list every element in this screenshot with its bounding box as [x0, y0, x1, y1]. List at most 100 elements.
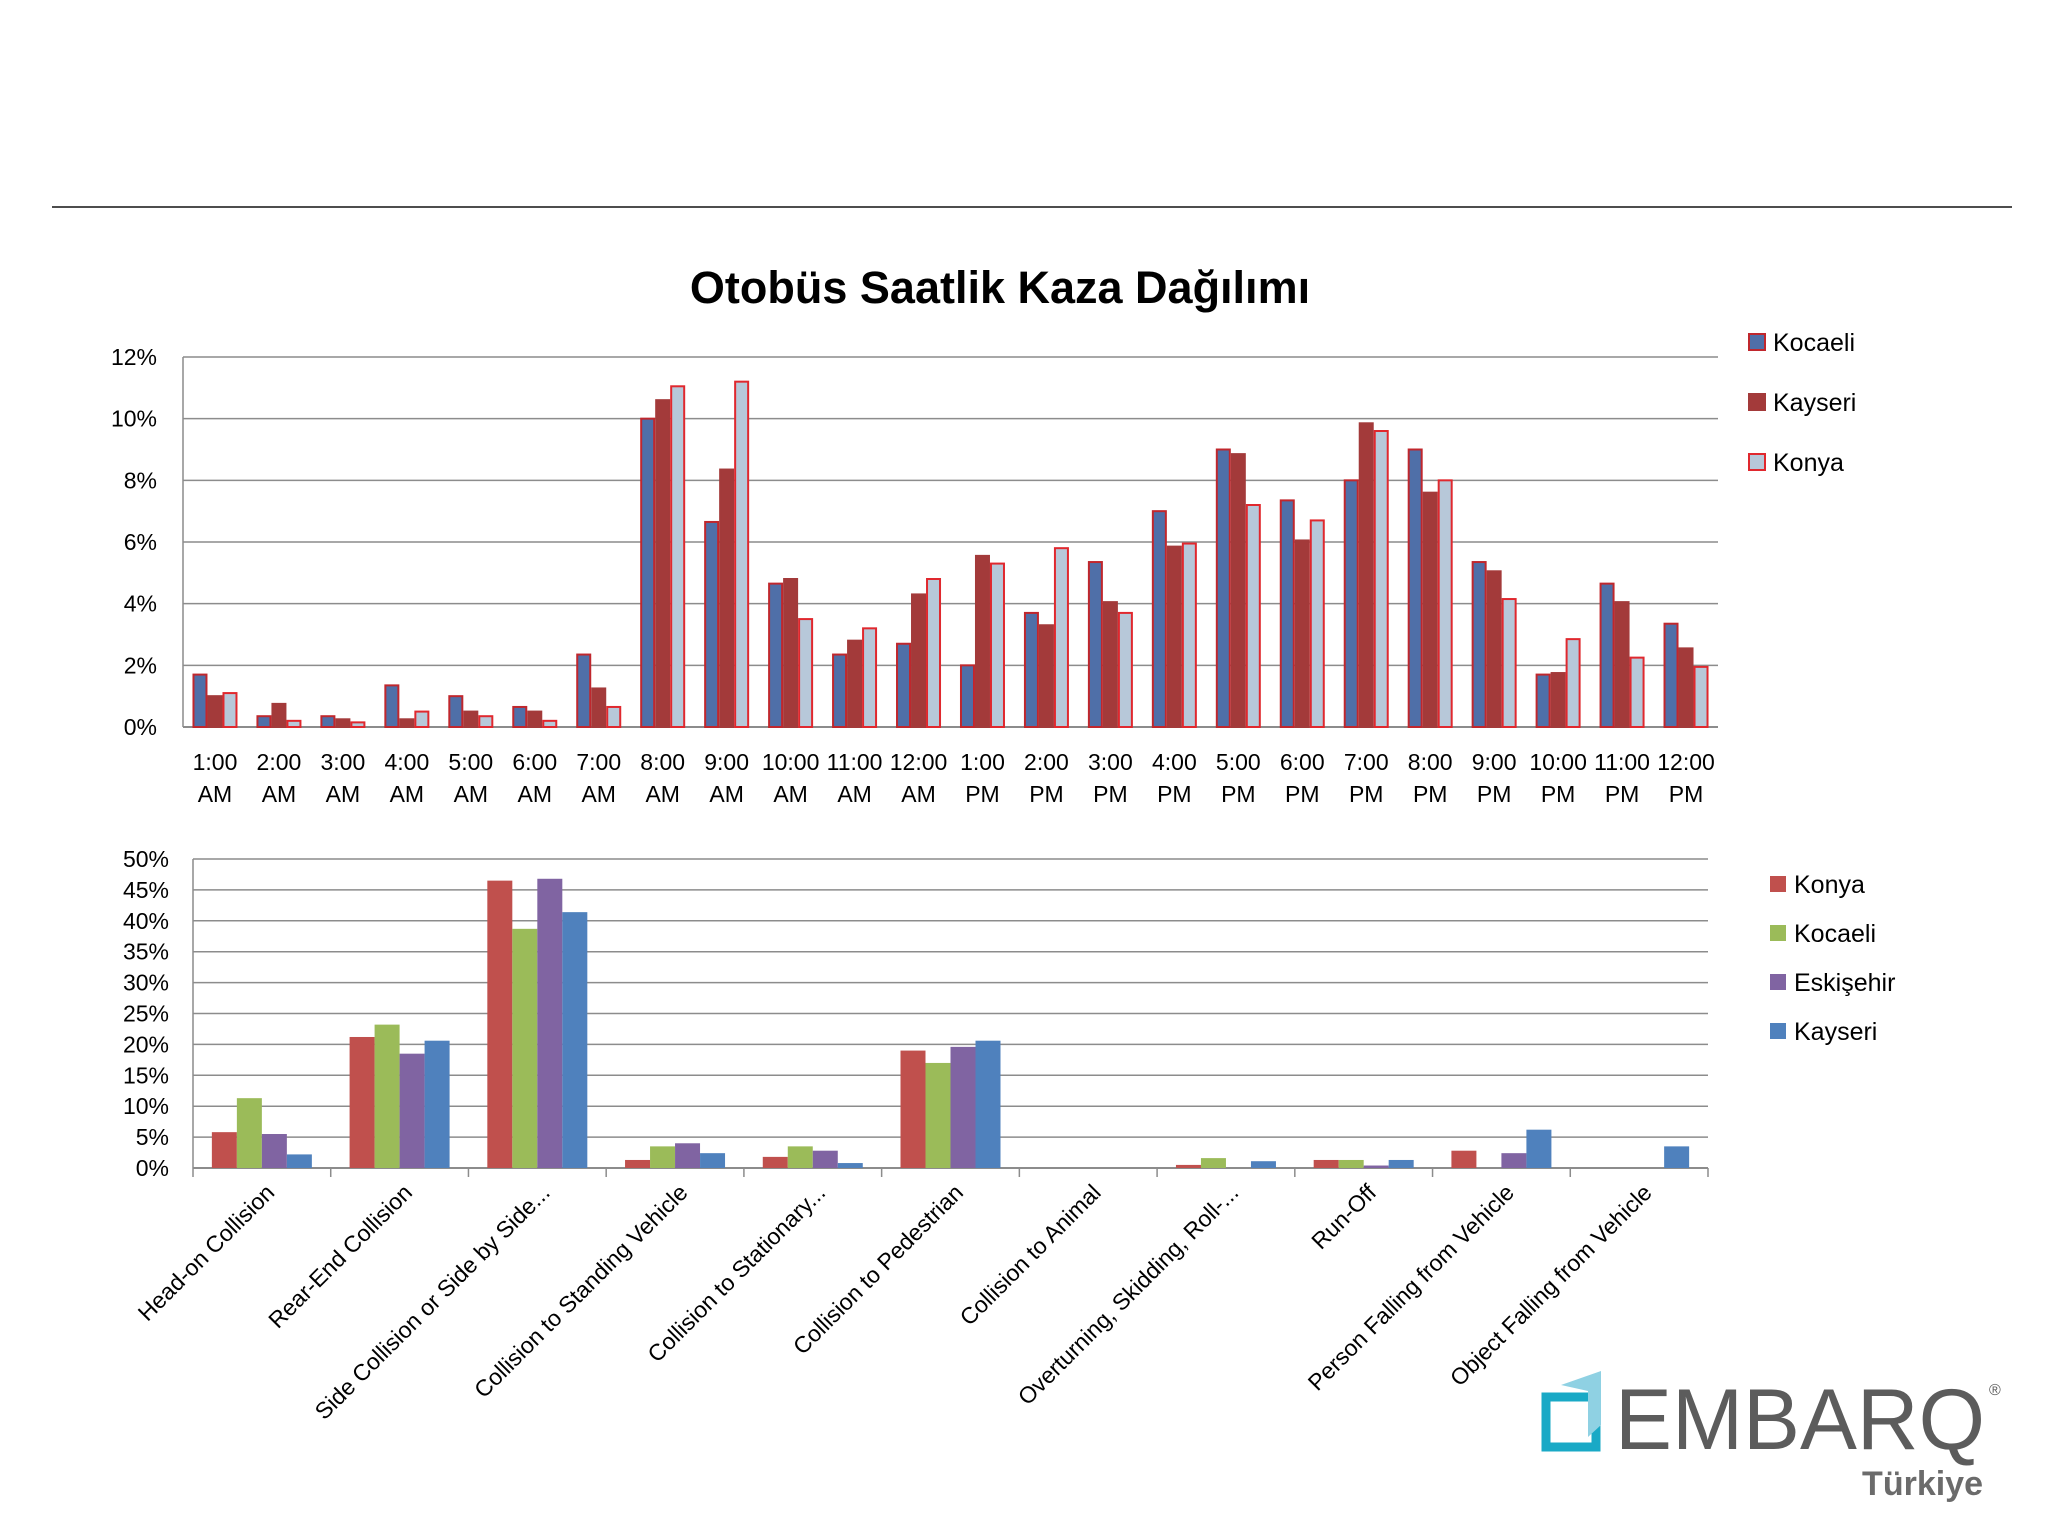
- hourly-bar-kocaeli: [1407, 448, 1423, 728]
- collision-bar-konya: [211, 1132, 237, 1168]
- hourly-bar-kocaeli: [959, 664, 975, 728]
- hourly-x-label-period: AM: [709, 781, 744, 807]
- collision-bar-kayseri: [1388, 1159, 1414, 1168]
- collision-bar-konya: [900, 1050, 926, 1168]
- collision-bar-konya: [349, 1036, 375, 1168]
- hourly-x-label-time: 9:00: [704, 749, 749, 775]
- hourly-x-label-time: 11:00: [827, 749, 883, 775]
- hourly-x-label-period: PM: [1157, 781, 1192, 807]
- hourly-bar-kayseri: [1294, 539, 1310, 728]
- collision-y-tick: 25%: [123, 1001, 169, 1027]
- collision-legend-label: Eskişehir: [1794, 969, 1895, 997]
- hourly-bar-konya: [414, 710, 430, 728]
- hourly-x-label-period: PM: [1221, 781, 1256, 807]
- hourly-x-label-time: 10:00: [762, 749, 820, 775]
- hourly-x-label-time: 4:00: [384, 749, 429, 775]
- hourly-bar-kayseri: [911, 593, 927, 729]
- hourly-bar-kayseri: [335, 718, 351, 729]
- hourly-bar-kayseri: [1486, 570, 1502, 729]
- hourly-x-label-period: AM: [518, 781, 553, 807]
- hourly-bar-kayseri: [1422, 491, 1438, 728]
- hourly-bar-kocaeli: [1471, 561, 1487, 729]
- hourly-bar-kayseri: [719, 468, 735, 728]
- collision-x-label: Rear-End Collision: [263, 1179, 417, 1333]
- hourly-bar-kocaeli: [1343, 479, 1359, 729]
- hourly-x-label-time: 9:00: [1472, 749, 1517, 775]
- hourly-x-label-period: AM: [837, 781, 872, 807]
- hourly-bar-konya: [862, 627, 878, 728]
- hourly-bar-kocaeli: [320, 715, 336, 728]
- collision-y-tick: 0%: [136, 1155, 169, 1181]
- collision-bar-konya: [762, 1156, 788, 1168]
- hourly-bar-konya: [1181, 542, 1197, 729]
- hourly-bar-konya: [1437, 479, 1453, 729]
- hourly-bar-kayseri: [1038, 624, 1054, 728]
- hourly-x-label-time: 8:00: [640, 749, 685, 775]
- hourly-x-label-time: 11:00: [1594, 749, 1650, 775]
- hourly-bar-kayseri: [1550, 672, 1566, 729]
- collision-legend-label: Kocaeli: [1794, 920, 1876, 948]
- collision-bar-eskişehir: [261, 1134, 287, 1168]
- collision-bar-konya: [487, 880, 513, 1168]
- logo-brand: EMBARQ: [1615, 1372, 1985, 1468]
- hourly-x-label-time: 3:00: [1088, 749, 1133, 775]
- hourly-bar-kayseri: [783, 578, 799, 728]
- hourly-bar-kocaeli: [576, 653, 592, 729]
- hourly-legend-swatch: [1748, 333, 1766, 351]
- hourly-bar-kocaeli: [1663, 622, 1679, 728]
- hourly-x-label-period: PM: [1029, 781, 1064, 807]
- collision-legend-label: Kayseri: [1794, 1018, 1877, 1046]
- hourly-bar-kocaeli: [192, 673, 208, 728]
- hourly-x-label-time: 7:00: [1344, 749, 1389, 775]
- hourly-y-tick: 2%: [124, 652, 157, 678]
- hourly-bar-konya: [1117, 611, 1133, 729]
- collision-bar-kocaeli: [650, 1146, 676, 1168]
- hourly-y-tick: 12%: [111, 344, 157, 370]
- collision-bar-kayseri: [1250, 1161, 1276, 1168]
- hourly-x-label-period: AM: [454, 781, 489, 807]
- hourly-x-label-time: 7:00: [576, 749, 621, 775]
- hourly-x-label-time: 3:00: [321, 749, 366, 775]
- hourly-bar-kayseri: [974, 554, 990, 728]
- hourly-x-label-time: 2:00: [257, 749, 302, 775]
- hourly-bar-kocaeli: [384, 684, 400, 728]
- hourly-bar-kocaeli: [1087, 561, 1103, 729]
- hourly-bar-kocaeli: [512, 705, 528, 728]
- collision-y-tick: 35%: [123, 939, 169, 965]
- hourly-y-tick: 0%: [124, 714, 157, 740]
- hourly-bar-kayseri: [655, 399, 671, 728]
- collision-y-tick: 5%: [136, 1124, 169, 1150]
- hourly-bar-kocaeli: [448, 695, 464, 729]
- collision-bar-konya: [1451, 1150, 1477, 1168]
- hourly-x-label-period: PM: [1605, 781, 1640, 807]
- hourly-x-label-period: AM: [326, 781, 361, 807]
- hourly-bar-konya: [1629, 656, 1645, 728]
- hourly-bar-konya: [1245, 504, 1261, 728]
- hourly-x-label-time: 2:00: [1024, 749, 1069, 775]
- hourly-accident-chart: 0% 2% 4% 6% 8% 10% 12% 1:00 AM 2:00 AM 3:00 AM 4:00 AM…: [111, 329, 1856, 807]
- hourly-x-label-time: 6:00: [512, 749, 557, 775]
- hourly-bar-konya: [1565, 638, 1581, 728]
- collision-bar-konya: [625, 1159, 651, 1168]
- collision-legend-label: Konya: [1794, 871, 1865, 899]
- collision-bar-kocaeli: [1200, 1158, 1226, 1168]
- hourly-bar-kayseri: [1230, 453, 1246, 728]
- hourly-legend-swatch: [1748, 453, 1766, 471]
- hourly-x-label-period: PM: [1093, 781, 1128, 807]
- collision-type-chart: 0% 5% 10% 15% 20% 25% 30% 35% 40% 45% 50% Head-on C…: [123, 846, 1895, 1424]
- collision-y-tick: 45%: [123, 877, 169, 903]
- collision-bar-kocaeli: [1338, 1159, 1364, 1168]
- collision-bar-kayseri: [1664, 1146, 1690, 1168]
- hourly-y-tick: 4%: [124, 591, 157, 617]
- hourly-bar-kayseri: [1358, 422, 1374, 728]
- hourly-legend-swatch: [1748, 393, 1766, 411]
- collision-bar-kocaeli: [374, 1024, 400, 1168]
- hourly-y-tick: 6%: [124, 529, 157, 555]
- hourly-bar-konya: [1373, 430, 1389, 728]
- collision-bar-eskişehir: [950, 1046, 976, 1168]
- hourly-bar-kayseri: [527, 710, 543, 728]
- hourly-bar-kayseri: [399, 718, 415, 729]
- collision-bar-kocaeli: [512, 928, 538, 1168]
- embarq-logo: EMBARQ ® Türkiye: [1535, 1345, 2015, 1505]
- hourly-x-label-period: AM: [773, 781, 808, 807]
